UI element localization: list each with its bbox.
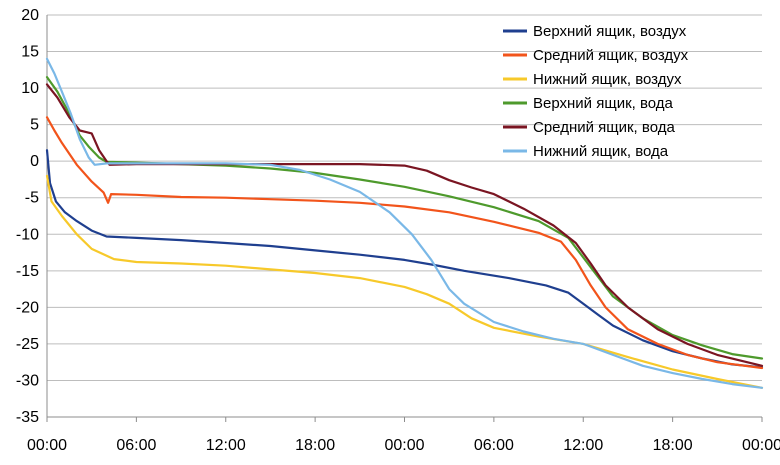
legend-label: Верхний ящик, вода xyxy=(533,95,674,112)
y-tick-label: 0 xyxy=(30,153,39,170)
legend-label: Средний ящик, воздух xyxy=(533,47,689,64)
y-tick-label: -5 xyxy=(25,190,39,207)
x-tick-label: 18:00 xyxy=(653,437,693,454)
x-tick-label: 00:00 xyxy=(384,437,424,454)
y-tick-label: 5 xyxy=(30,117,39,134)
legend-label: Средний ящик, вода xyxy=(533,119,675,136)
series-line-5 xyxy=(45,83,764,367)
y-tick-label: -35 xyxy=(16,409,39,426)
axes xyxy=(46,15,763,422)
y-tick-label: -30 xyxy=(16,372,39,389)
y-tick-label: 10 xyxy=(21,80,39,97)
legend-label: Верхний ящик, воздух xyxy=(533,23,687,40)
series-line-2 xyxy=(45,116,764,370)
y-tick-label: -25 xyxy=(16,336,39,353)
y-tick-label: -15 xyxy=(16,263,39,280)
x-tick-label: 06:00 xyxy=(116,437,156,454)
y-axis-tick-labels: 20 15 10 5 0 -5 -10 -15 -20 -25 -30 -35 xyxy=(16,7,39,426)
series-lines xyxy=(45,57,764,389)
series-line-1 xyxy=(45,149,764,369)
legend-label: Нижний ящик, воздух xyxy=(533,71,682,88)
x-tick-label: 00:00 xyxy=(27,437,67,454)
x-axis-tick-labels: 00:00 06:00 12:00 18:00 00:00 06:00 12:00 18:00… xyxy=(27,437,780,454)
x-tick-label: 06:00 xyxy=(474,437,514,454)
x-tick-label: 12:00 xyxy=(563,437,603,454)
legend: Верхний ящик, воздух Средний ящик, воздух… xyxy=(503,23,689,160)
x-tick-label: 12:00 xyxy=(206,437,246,454)
y-tick-label: -20 xyxy=(16,299,39,316)
x-tick-label: 00:00 xyxy=(742,437,780,454)
y-tick-label: 15 xyxy=(21,44,39,61)
y-tick-label: -10 xyxy=(16,226,39,243)
y-tick-label: 20 xyxy=(21,7,39,24)
series-line-6 xyxy=(45,57,764,389)
legend-label: Нижний ящик, вода xyxy=(533,143,669,160)
x-tick-label: 18:00 xyxy=(295,437,335,454)
